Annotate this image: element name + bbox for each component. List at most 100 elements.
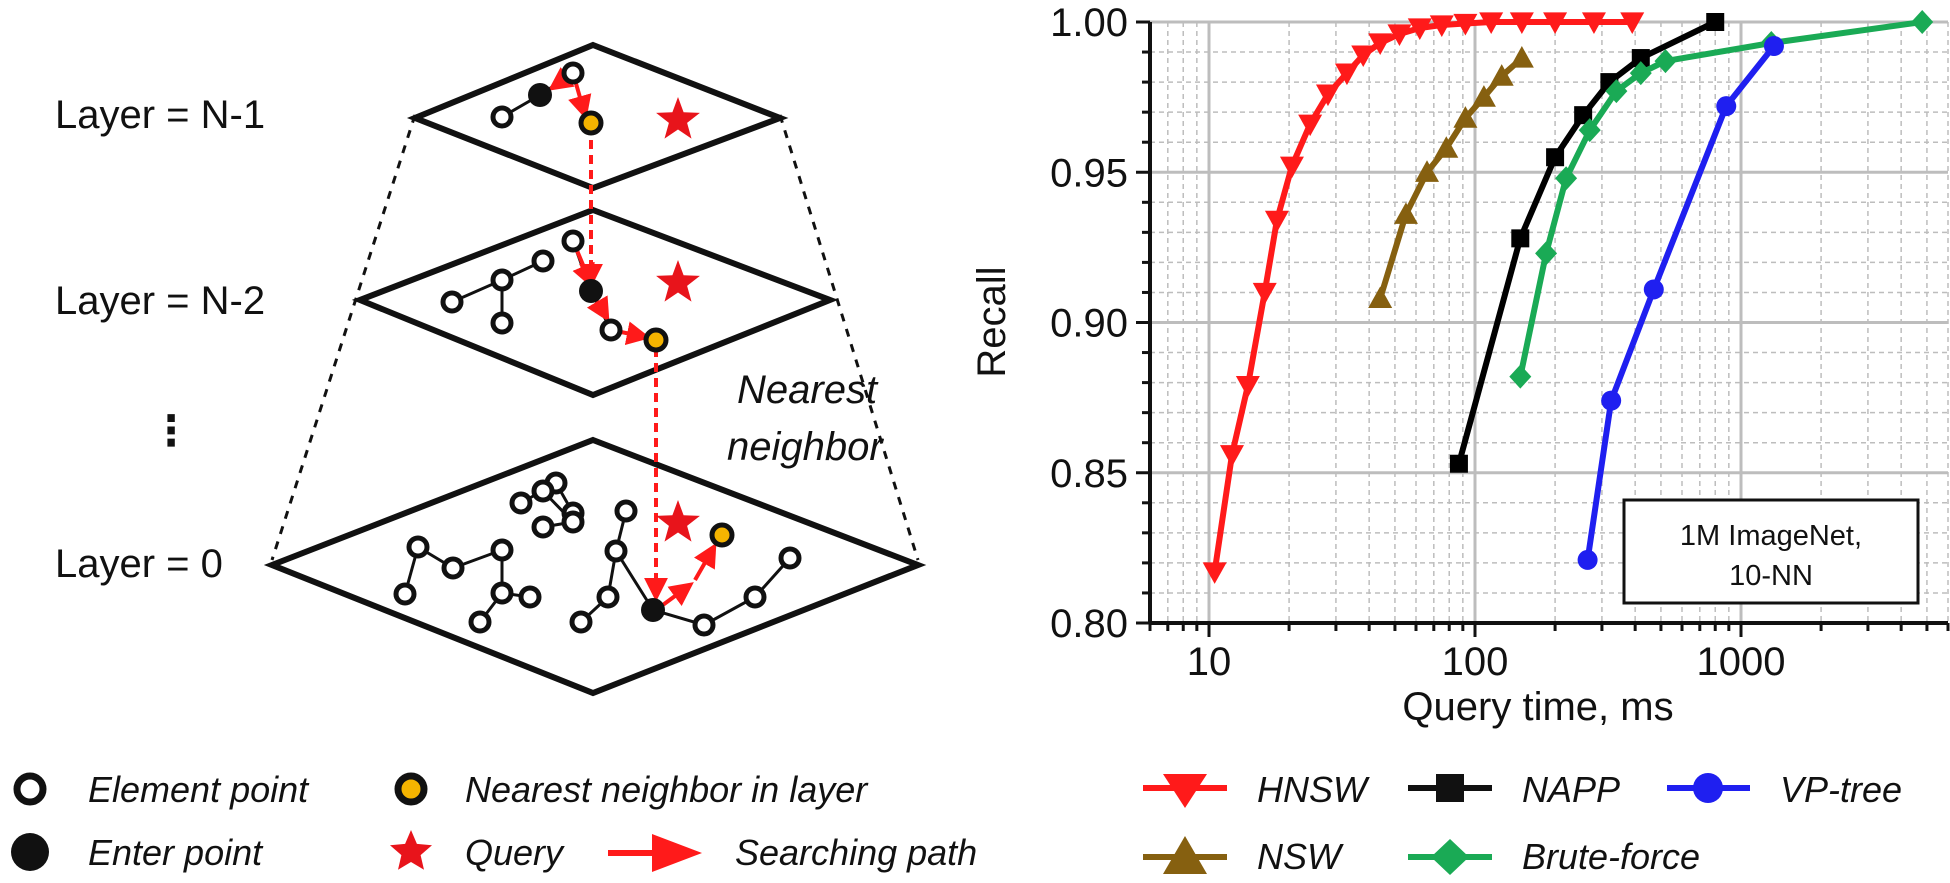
data-point-hnsw: [1298, 114, 1323, 137]
element-point: [778, 546, 802, 570]
chart-series: [1202, 10, 1934, 584]
data-point-napp: [1574, 106, 1593, 125]
data-point-hnsw: [1235, 376, 1260, 398]
data-point-napp: [1546, 148, 1565, 167]
nearest-neighbor-point: [578, 110, 604, 136]
data-point-hnsw: [1509, 12, 1534, 34]
legend-nsw-marker-icon: [1163, 836, 1207, 874]
element-point: [509, 491, 533, 515]
query-legend-star-icon: [390, 830, 432, 870]
element-point: [490, 268, 514, 292]
x-axis-label: Query time, ms: [1402, 685, 1673, 729]
data-point-hnsw: [1453, 13, 1478, 36]
y-tick-label: 0.90: [1050, 302, 1128, 346]
data-point-nsw: [1471, 85, 1496, 107]
data-point-hnsw: [1620, 12, 1645, 34]
data-point-napp: [1449, 454, 1468, 473]
element-point: [490, 538, 514, 562]
data-point-hnsw: [1334, 63, 1359, 86]
data-point-hnsw: [1479, 12, 1504, 34]
nearest-neighbor-annotation-line1: Nearest: [737, 368, 879, 412]
enter-point-legend-icon: [11, 833, 49, 871]
data-point-nsw: [1489, 64, 1514, 86]
element-point: [440, 290, 464, 314]
y-axis-label: Recall: [970, 266, 1014, 377]
data-point-brute-force: [1605, 79, 1628, 104]
element-point: [441, 556, 465, 580]
y-tick-label: 0.80: [1050, 602, 1128, 646]
data-point-vp-tree: [1763, 36, 1784, 57]
element-point: [561, 229, 585, 253]
series-brute-force: [1509, 10, 1934, 389]
layer-ellipsis: ⋮: [150, 407, 192, 454]
data-point-vp-tree: [1577, 549, 1598, 570]
legend-entry-napp: NAPP: [1408, 769, 1620, 810]
series-napp: [1449, 13, 1725, 473]
layer-label-0: Layer = 0: [55, 542, 223, 586]
element-point: [596, 585, 620, 609]
data-point-hnsw: [1387, 24, 1412, 47]
nearest-neighbor-point: [643, 327, 669, 353]
data-point-vp-tree: [1716, 96, 1737, 117]
hnsw-layer-diagram: Layer = N-1 Layer = N-2 ⋮ Layer = 0 Near…: [55, 41, 927, 697]
x-tick-label: 100: [1442, 640, 1509, 684]
data-point-hnsw: [1202, 562, 1227, 584]
element-point: [531, 515, 555, 539]
data-point-brute-force: [1654, 49, 1677, 74]
y-tick-label: 0.95: [1050, 151, 1128, 195]
data-point-nsw: [1453, 106, 1478, 128]
legend-vp-tree-label: VP-tree: [1780, 769, 1902, 810]
legend-brute-force-label: Brute-force: [1522, 836, 1700, 877]
data-point-hnsw: [1252, 282, 1277, 305]
recall-vs-query-time-chart: 0.80 0.85 0.90 0.95 1.00 10 100 1000 Recall Que…: [970, 1, 1950, 729]
data-point-nsw: [1393, 202, 1418, 224]
data-point-nsw: [1415, 160, 1440, 182]
graph-nodes: [393, 61, 802, 637]
nearest-neighbor-point: [709, 522, 735, 548]
data-point-brute-force: [1555, 166, 1578, 191]
legend-element-point: Element point: [88, 769, 310, 810]
query-star-icon: [656, 97, 700, 139]
data-point-brute-force: [1578, 118, 1601, 143]
element-point: [406, 535, 430, 559]
series-line-vp-tree: [1584, 44, 1777, 561]
series-line-hnsw: [1211, 19, 1633, 573]
series-nsw: [1368, 46, 1534, 309]
data-point-brute-force: [1629, 61, 1652, 86]
element-point: [561, 61, 585, 85]
element-point: [604, 539, 628, 563]
legend-searching-path: Searching path: [735, 832, 977, 873]
legend-entry-hnsw: HNSW: [1143, 769, 1370, 810]
element-point: [531, 249, 555, 273]
legend-napp-marker-icon: [1436, 774, 1464, 802]
data-point-hnsw: [1279, 156, 1304, 179]
legend-hnsw-marker-icon: [1163, 774, 1207, 808]
data-point-nsw: [1509, 46, 1534, 68]
data-point-hnsw: [1264, 210, 1289, 233]
data-point-hnsw: [1315, 84, 1340, 107]
legend-brute-force-marker-icon: [1431, 839, 1469, 875]
data-point-napp: [1511, 229, 1530, 248]
searching-path-legend-arrow-icon: [652, 834, 702, 872]
legend-entry-nsw: NSW: [1143, 836, 1344, 877]
enter-point: [528, 83, 552, 107]
query-star-icon: [656, 260, 700, 302]
data-point-brute-force: [1535, 241, 1558, 266]
element-point: [490, 581, 514, 605]
data-point-hnsw: [1351, 45, 1376, 68]
data-point-hnsw: [1429, 15, 1454, 38]
x-tick-label: 1000: [1697, 640, 1786, 684]
enter-point: [641, 598, 665, 622]
nearest-neighbor-legend-icon: [394, 772, 428, 806]
chart-annotation-line2: 10-NN: [1729, 560, 1813, 592]
legend-entry-brute-force: Brute-force: [1408, 836, 1700, 877]
element-point: [531, 479, 555, 503]
legend-vp-tree-marker-icon: [1693, 773, 1723, 803]
data-point-napp: [1631, 49, 1650, 68]
layer-label-n-1: Layer = N-1: [55, 93, 265, 137]
query-star-icon: [656, 500, 700, 542]
layer-label-n-2: Layer = N-2: [55, 279, 265, 323]
element-point: [569, 610, 593, 634]
element-point: [518, 585, 542, 609]
